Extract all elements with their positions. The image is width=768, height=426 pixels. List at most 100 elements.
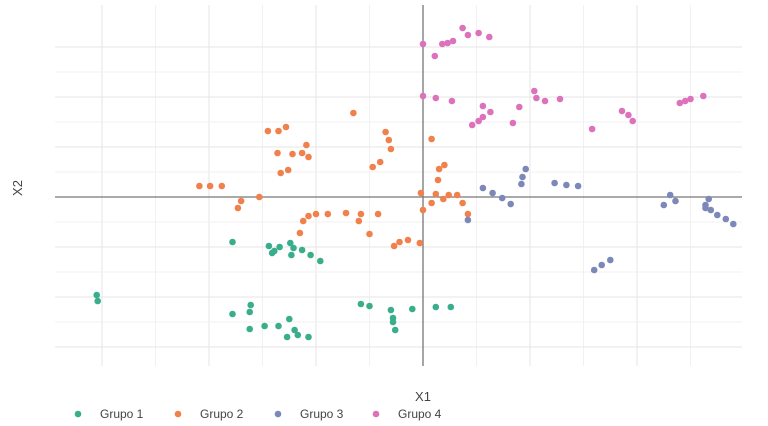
point-series-1 — [317, 257, 324, 265]
point-series-2 — [366, 230, 373, 238]
point-series-4 — [625, 111, 632, 119]
point-series-4 — [475, 29, 482, 37]
point-series-1 — [389, 318, 397, 326]
point-series-2 — [464, 210, 472, 218]
point-series-1 — [247, 301, 254, 309]
legend-key-1 — [74, 410, 82, 418]
y-axis-label: X2 — [10, 180, 25, 196]
point-series-2 — [324, 210, 332, 218]
point-series-4 — [464, 31, 472, 39]
point-series-2 — [416, 239, 424, 247]
point-series-2 — [275, 127, 282, 135]
point-series-3 — [507, 200, 514, 208]
point-series-1 — [93, 291, 100, 299]
point-series-1 — [447, 303, 455, 311]
point-series-4 — [468, 121, 476, 129]
point-series-3 — [598, 261, 605, 269]
point-series-3 — [672, 197, 679, 205]
point-series-2 — [374, 210, 382, 218]
point-series-4 — [541, 97, 549, 105]
legend-key-3 — [274, 410, 282, 418]
point-series-2 — [355, 217, 363, 225]
point-series-2 — [369, 163, 377, 171]
point-series-2 — [382, 128, 389, 136]
point-series-1 — [268, 249, 276, 257]
point-series-3 — [730, 220, 737, 228]
point-series-4 — [509, 119, 517, 127]
point-series-2 — [428, 199, 435, 207]
point-series-1 — [307, 251, 314, 259]
point-series-1 — [275, 322, 282, 330]
point-series-2 — [445, 191, 453, 199]
point-series-3 — [714, 211, 721, 219]
legend-key-2 — [174, 410, 182, 418]
point-series-3 — [563, 181, 570, 189]
point-series-2 — [299, 217, 307, 225]
point-series-4 — [475, 117, 482, 125]
point-series-1 — [283, 333, 291, 341]
point-series-2 — [385, 136, 393, 144]
point-series-1 — [291, 326, 298, 334]
point-series-2 — [289, 150, 296, 158]
point-series-4 — [618, 107, 626, 115]
point-series-3 — [607, 256, 614, 264]
point-series-1 — [94, 297, 101, 305]
point-series-2 — [419, 206, 427, 214]
point-series-2 — [305, 153, 312, 161]
point-series-4 — [432, 94, 440, 102]
point-series-4 — [444, 39, 451, 47]
point-series-3 — [590, 266, 598, 274]
point-series-2 — [264, 127, 272, 135]
point-series-2 — [396, 238, 403, 246]
point-series-1 — [229, 310, 236, 318]
legend-label-3: Grupo 3 — [300, 407, 344, 421]
point-series-3 — [707, 206, 715, 214]
point-series-3 — [705, 195, 712, 203]
point-series-2 — [305, 212, 312, 220]
point-series-4 — [479, 113, 487, 121]
point-series-1 — [265, 242, 273, 250]
point-series-1 — [357, 300, 365, 308]
point-series-2 — [432, 190, 440, 198]
point-series-4 — [681, 97, 689, 105]
point-series-2 — [390, 242, 398, 250]
point-series-2 — [303, 141, 310, 149]
point-series-2 — [274, 149, 281, 157]
point-series-1 — [298, 246, 306, 254]
legend: Grupo 1 Grupo 2 Grupo 3 Grupo 4 — [74, 407, 442, 421]
point-series-1 — [287, 239, 294, 247]
point-series-2 — [196, 182, 203, 190]
point-series-1 — [387, 306, 395, 314]
point-series-1 — [286, 315, 293, 323]
point-series-2 — [440, 195, 447, 203]
point-series-3 — [702, 204, 709, 212]
point-series-2 — [434, 176, 442, 184]
point-series-2 — [435, 165, 443, 173]
point-series-4 — [419, 40, 427, 48]
point-series-2 — [218, 182, 226, 190]
point-series-2 — [387, 145, 395, 153]
point-series-3 — [722, 215, 730, 223]
point-series-2 — [417, 189, 425, 197]
point-series-4 — [431, 52, 439, 60]
point-series-4 — [629, 117, 636, 125]
point-series-2 — [342, 209, 350, 217]
point-series-1 — [288, 251, 295, 259]
point-series-4 — [479, 102, 487, 110]
legend-label-2: Grupo 2 — [200, 407, 244, 421]
point-series-3 — [522, 165, 529, 173]
point-series-4 — [487, 108, 494, 116]
point-series-2 — [282, 123, 290, 131]
point-series-1 — [290, 244, 297, 252]
point-series-2 — [459, 199, 466, 207]
point-series-2 — [255, 193, 263, 201]
point-series-2 — [376, 158, 384, 166]
point-series-1 — [432, 303, 440, 311]
point-series-3 — [574, 182, 582, 190]
point-series-4 — [700, 92, 707, 100]
point-series-2 — [404, 236, 412, 244]
point-series-3 — [518, 180, 525, 188]
point-series-1 — [246, 308, 253, 316]
